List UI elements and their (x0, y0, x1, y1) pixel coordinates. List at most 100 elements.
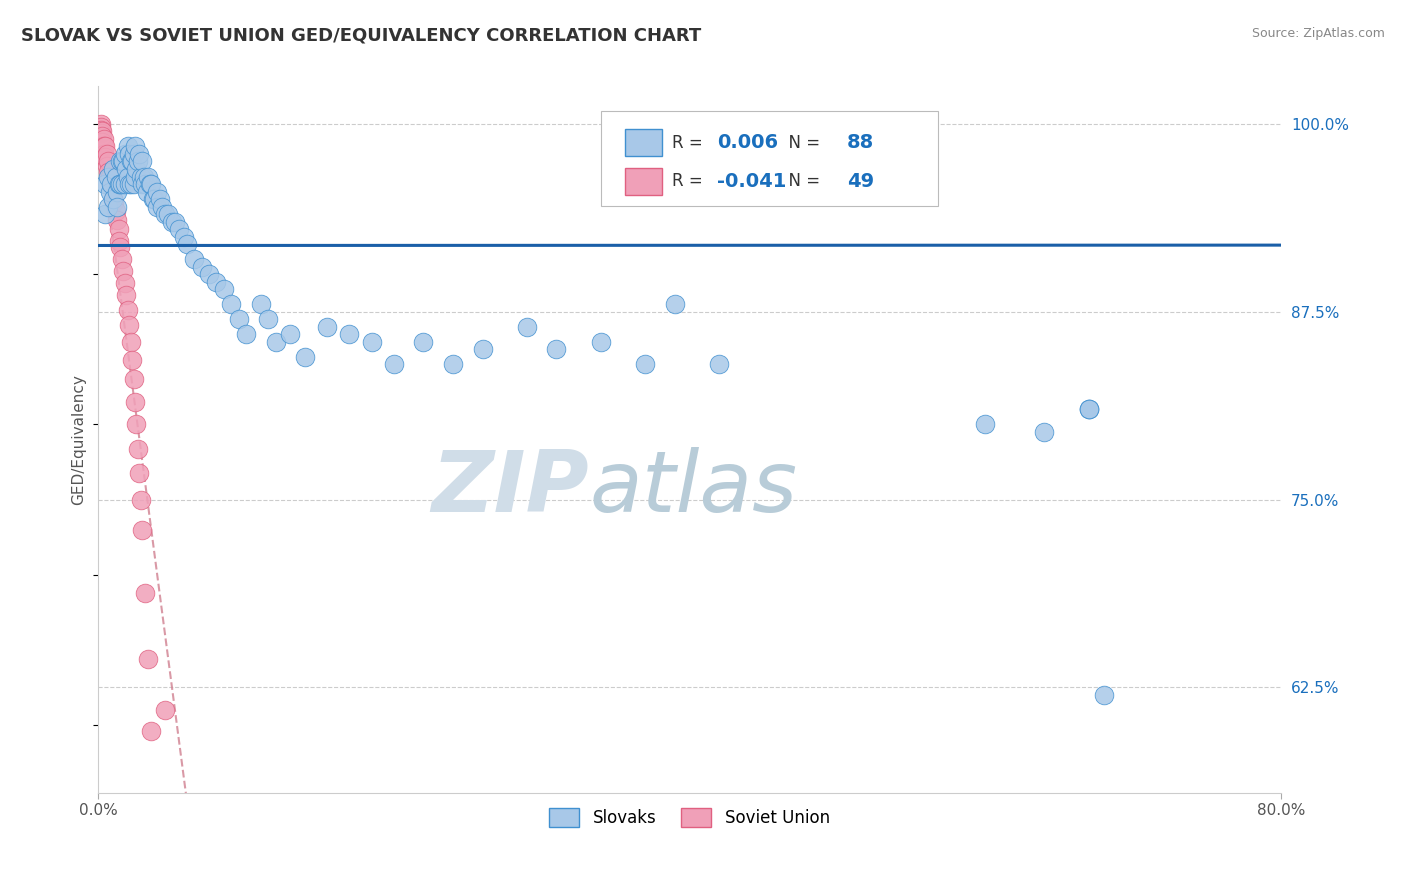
Point (316, 319, 339, 334)
Point (141, 177, 163, 191)
Point (546, 343, 568, 357)
Point (96, 147, 118, 161)
Point (115, 161, 138, 176)
Point (516, 319, 538, 334)
Point (114, 147, 136, 161)
Point (124, 139, 146, 153)
Point (112, 264, 135, 278)
Text: Source: ZipAtlas.com: Source: ZipAtlas.com (1251, 27, 1385, 40)
Point (107, 177, 129, 191)
Point (91, 135, 114, 149)
Point (146, 200, 169, 214)
Point (190, 260, 212, 274)
Point (664, 297, 686, 311)
Point (94, 207, 117, 221)
Point (128, 466, 150, 480)
Point (118, 318, 141, 333)
Point (146, 868, 169, 882)
Point (176, 237, 198, 252)
Point (118, 147, 141, 161)
Point (105, 213, 128, 227)
Point (96, 159, 118, 173)
Point (94, 139, 117, 153)
Point (412, 334, 434, 349)
Point (1077, 402, 1099, 417)
Text: atlas: atlas (589, 448, 797, 531)
Point (101, 192, 124, 206)
FancyBboxPatch shape (624, 129, 662, 156)
Point (1077, 402, 1099, 417)
Point (139, 177, 162, 191)
Point (153, 207, 176, 221)
Point (264, 334, 287, 349)
Point (90, 126, 112, 140)
Point (1077, 402, 1099, 417)
Point (1092, 688, 1115, 702)
Point (90, 120, 112, 134)
Text: -0.041: -0.041 (717, 172, 786, 191)
Point (589, 334, 612, 349)
Point (212, 282, 235, 296)
Text: N =: N = (779, 172, 825, 191)
Point (1033, 425, 1056, 439)
Point (183, 252, 205, 267)
Point (278, 327, 301, 342)
Text: SLOVAK VS SOVIET UNION GED/EQUIVALENCY CORRELATION CHART: SLOVAK VS SOVIET UNION GED/EQUIVALENCY C… (21, 27, 702, 45)
Point (249, 297, 271, 311)
Point (115, 288, 138, 302)
Point (131, 523, 153, 537)
Point (118, 177, 141, 191)
Point (107, 234, 129, 248)
Point (100, 177, 122, 191)
Point (97, 165, 120, 179)
Point (121, 352, 143, 367)
Point (111, 252, 134, 267)
Point (974, 417, 997, 432)
Point (135, 185, 157, 199)
Point (136, 169, 159, 184)
Point (105, 200, 128, 214)
Point (131, 154, 153, 169)
Point (163, 214, 186, 228)
Point (103, 195, 125, 210)
Point (125, 161, 148, 176)
Point (141, 724, 163, 739)
Point (100, 177, 122, 191)
Point (382, 357, 405, 371)
Point (97, 154, 120, 169)
Point (128, 147, 150, 161)
Point (149, 192, 172, 206)
Point (127, 442, 149, 456)
Point (150, 200, 173, 214)
Point (98, 169, 121, 184)
Point (104, 204, 127, 219)
Point (124, 395, 146, 409)
Point (257, 312, 280, 326)
Point (91, 128, 114, 143)
Point (122, 147, 145, 161)
Point (94, 177, 117, 191)
Point (98, 185, 121, 199)
Point (360, 334, 382, 349)
Point (114, 177, 136, 191)
Point (142, 192, 165, 206)
Point (143, 192, 166, 206)
Point (235, 327, 257, 342)
Point (136, 652, 159, 666)
Point (120, 177, 142, 191)
Legend: Slovaks, Soviet Union: Slovaks, Soviet Union (543, 801, 837, 834)
Point (173, 229, 195, 244)
Point (134, 586, 156, 600)
Text: ZIP: ZIP (432, 448, 589, 531)
Point (198, 267, 221, 281)
Text: R =: R = (672, 172, 707, 191)
Point (117, 169, 139, 184)
Point (219, 297, 242, 311)
Point (129, 492, 152, 507)
Point (117, 139, 139, 153)
Point (111, 154, 134, 169)
Point (121, 154, 143, 169)
Point (114, 277, 136, 291)
Point (153, 703, 176, 717)
Point (122, 372, 145, 386)
